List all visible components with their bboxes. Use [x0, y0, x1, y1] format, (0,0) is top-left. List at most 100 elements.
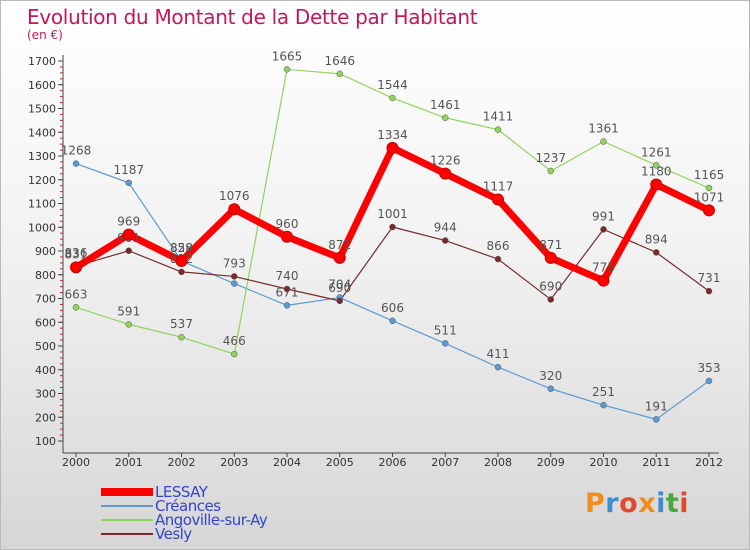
- data-label-cr-ances: 191: [645, 399, 668, 413]
- data-label-angoville-sur-ay: 1411: [483, 110, 514, 124]
- data-label-lessay: 1117: [483, 179, 514, 193]
- y-tick-label: 1100: [28, 198, 56, 211]
- data-label-lessay: 871: [328, 238, 351, 252]
- chart-title: Evolution du Montant de la Dette par Hab…: [27, 5, 478, 29]
- data-point-lessay: [386, 141, 399, 154]
- data-point-cr-ances: [547, 385, 554, 392]
- data-point-vesly: [705, 287, 713, 295]
- data-label-lessay: 831: [65, 247, 88, 261]
- data-label-angoville-sur-ay: 537: [170, 317, 193, 331]
- data-point-cr-ances: [705, 377, 713, 385]
- x-tick-label: 2009: [537, 456, 565, 469]
- data-point-vesly: [283, 285, 291, 293]
- logo-letter: x: [638, 488, 657, 519]
- data-label-cr-ances: 353: [698, 361, 721, 375]
- data-label-angoville-sur-ay: 1237: [535, 151, 566, 165]
- x-tick-label: 2010: [590, 456, 618, 469]
- logo-letter: r: [605, 488, 620, 519]
- data-label-lessay: 829: [170, 241, 193, 255]
- x-tick-label: 2003: [220, 456, 248, 469]
- y-tick-label: 200: [35, 411, 56, 424]
- data-point-lessay: [70, 261, 82, 274]
- data-label-lessay: 969: [117, 215, 140, 229]
- data-point-lessay: [703, 204, 715, 217]
- legend-item-lessay: LESSAY: [101, 485, 267, 500]
- data-point-lessay: [597, 274, 610, 287]
- data-label-lessay: 1076: [219, 189, 250, 203]
- legend-swatch-creances: [101, 505, 153, 507]
- data-point-lessay: [122, 228, 135, 241]
- logo-letter: i: [656, 488, 666, 519]
- proxiti-logo: Proxiti: [585, 488, 689, 519]
- y-tick-label: 800: [35, 269, 56, 282]
- data-point-cr-ances: [494, 363, 502, 371]
- y-tick-label: 900: [35, 245, 56, 258]
- data-point-angoville-sur-ay: [389, 94, 396, 102]
- data-label-lessay: 960: [276, 217, 299, 231]
- data-point-vesly: [178, 268, 185, 276]
- data-point-angoville-sur-ay: [547, 167, 554, 175]
- y-tick-label: 1600: [28, 79, 56, 92]
- data-label-angoville-sur-ay: 1461: [430, 98, 461, 112]
- data-label-vesly: 944: [434, 221, 457, 235]
- data-label-vesly: 690: [328, 281, 351, 295]
- chart-legend: LESSAY Créances Angoville-sur-Ay Vesly: [101, 485, 268, 542]
- data-point-cr-ances: [442, 340, 449, 347]
- data-point-vesly: [389, 223, 396, 231]
- data-point-angoville-sur-ay: [653, 162, 660, 169]
- data-point-angoville-sur-ay: [705, 184, 713, 192]
- data-label-angoville-sur-ay: 466: [223, 334, 246, 348]
- data-point-lessay: [492, 193, 504, 206]
- data-point-cr-ances: [72, 160, 80, 167]
- data-point-angoville-sur-ay: [442, 114, 449, 122]
- data-label-cr-ances: 320: [539, 369, 562, 383]
- data-point-cr-ances: [125, 179, 132, 187]
- legend-label-angoville: Angoville-sur-Ay: [155, 511, 268, 529]
- data-point-cr-ances: [389, 317, 396, 325]
- data-point-lessay: [544, 251, 557, 264]
- data-label-angoville-sur-ay: 1165: [694, 168, 725, 182]
- x-tick-label: 2004: [273, 456, 301, 469]
- data-point-angoville-sur-ay: [494, 126, 502, 133]
- data-point-angoville-sur-ay: [336, 70, 343, 78]
- data-label-lessay: 1180: [641, 165, 672, 179]
- x-tick-label: 2006: [379, 456, 407, 469]
- data-point-lessay: [650, 178, 663, 191]
- y-tick-label: 400: [35, 364, 56, 377]
- data-point-cr-ances: [231, 280, 238, 287]
- x-tick-label: 2001: [115, 456, 143, 469]
- y-tick-label: 300: [35, 388, 56, 401]
- data-label-vesly: 894: [645, 232, 668, 246]
- data-label-lessay: 1071: [694, 190, 725, 204]
- x-tick-label: 2007: [431, 456, 459, 469]
- data-label-vesly: 836: [65, 246, 88, 260]
- data-point-vesly: [600, 226, 607, 233]
- y-tick-label: 500: [35, 340, 56, 353]
- data-label-angoville-sur-ay: 1361: [588, 122, 619, 136]
- x-tick-label: 2012: [695, 456, 723, 469]
- data-label-vesly: 740: [276, 269, 299, 283]
- legend-swatch-vesly: [101, 533, 153, 535]
- data-point-angoville-sur-ay: [600, 138, 607, 145]
- data-label-lessay: 1226: [430, 154, 461, 168]
- y-tick-label: 1700: [28, 55, 56, 68]
- data-point-cr-ances: [653, 416, 660, 423]
- data-point-vesly: [125, 247, 132, 255]
- y-tick-label: 600: [35, 316, 56, 329]
- chart-subtitle: (en €): [27, 28, 63, 42]
- data-label-cr-ances: 1268: [61, 144, 92, 158]
- y-tick-label: 1500: [28, 103, 56, 116]
- data-label-lessay: 871: [539, 238, 562, 252]
- data-point-cr-ances: [600, 401, 607, 409]
- data-label-vesly: 991: [592, 209, 615, 223]
- data-label-angoville-sur-ay: 1544: [377, 78, 408, 92]
- data-label-angoville-sur-ay: 1646: [324, 54, 355, 68]
- legend-label-creances: Créances: [155, 497, 221, 515]
- data-point-angoville-sur-ay: [125, 321, 132, 328]
- data-label-cr-ances: 511: [434, 323, 457, 337]
- logo-letter: P: [585, 488, 606, 519]
- logo-letter: i: [679, 488, 690, 519]
- data-point-angoville-sur-ay: [231, 350, 238, 358]
